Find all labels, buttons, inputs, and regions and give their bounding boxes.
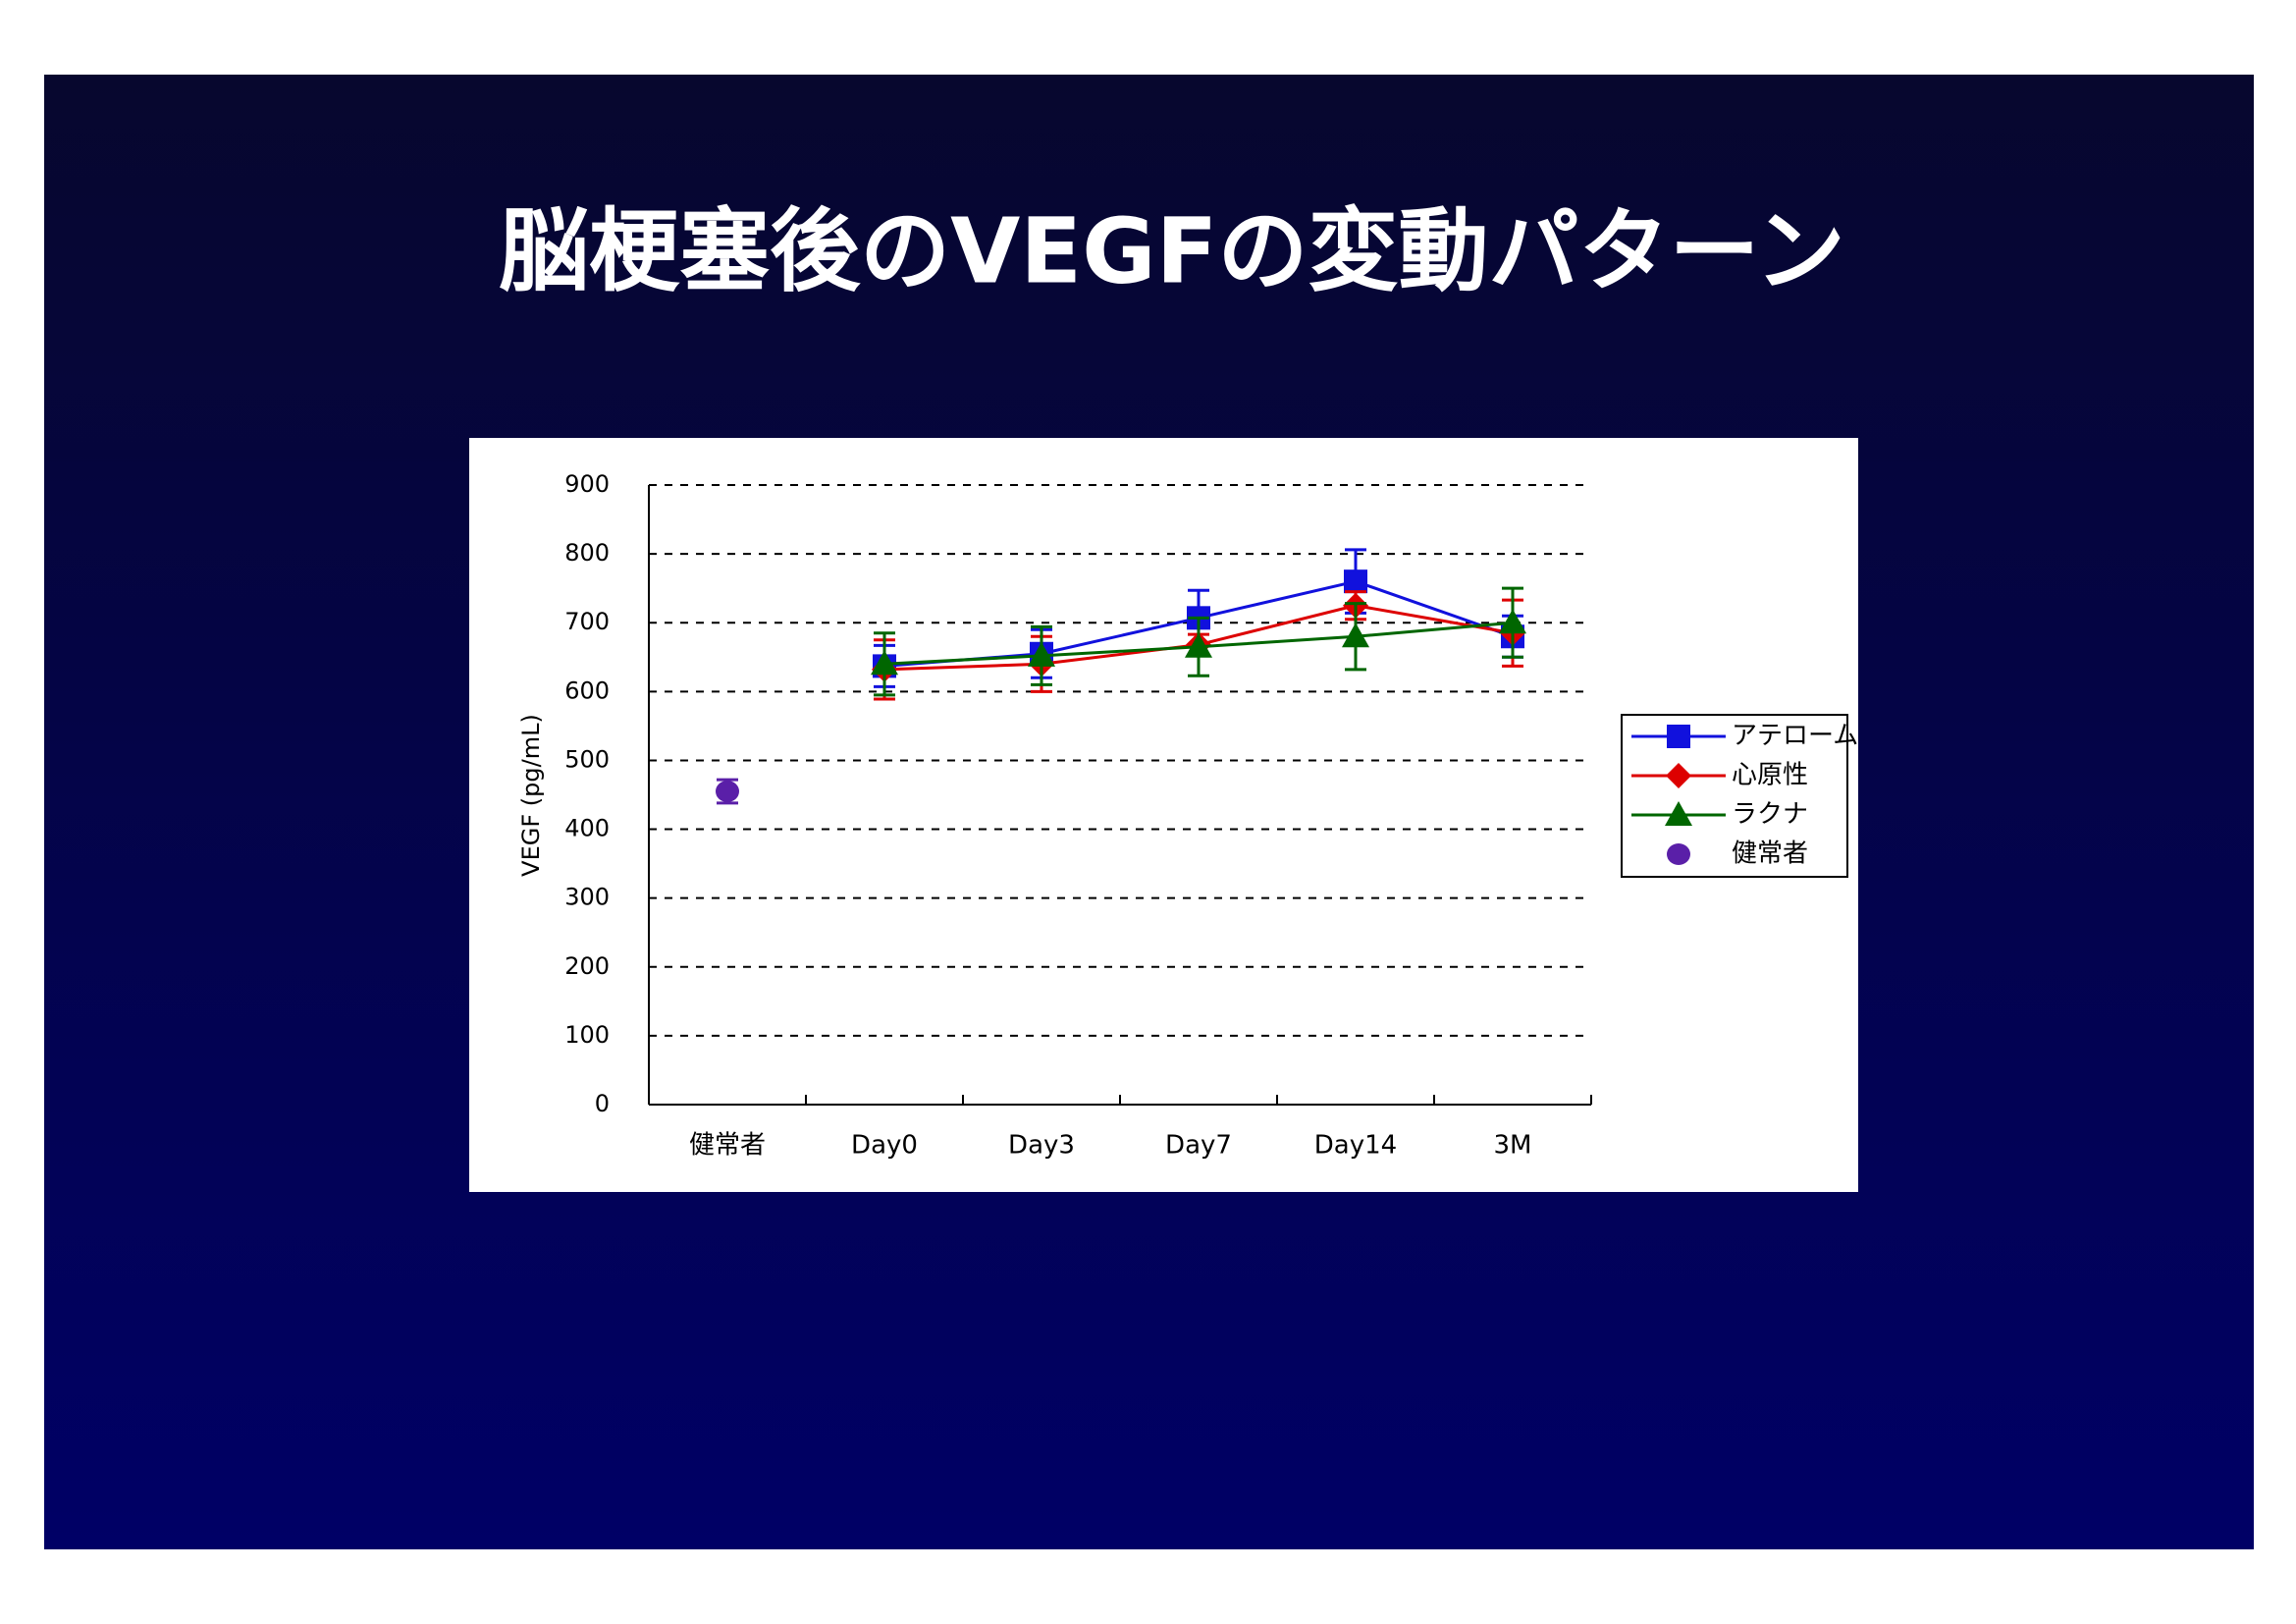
x-tick-label: Day0 [851, 1131, 918, 1161]
y-tick-label: 200 [564, 952, 610, 980]
legend-label: 心原性 [1732, 761, 1808, 790]
x-tick-label: Day3 [1008, 1131, 1075, 1161]
x-tick-label: Day7 [1165, 1131, 1232, 1161]
x-tick-label: 3M [1494, 1131, 1532, 1161]
data-point [871, 650, 898, 676]
y-tick-label: 600 [564, 677, 610, 704]
data-point [1499, 609, 1526, 634]
y-tick-label: 800 [564, 539, 610, 567]
chart-title: 脳梗塞後のVEGFの変動パターン [499, 198, 1845, 303]
data-point [1185, 632, 1212, 658]
y-tick-label: 0 [595, 1090, 610, 1117]
data-point [1342, 623, 1369, 648]
data-point [1028, 641, 1055, 667]
legend-label: アテローム [1732, 722, 1858, 751]
y-tick-label: 900 [564, 470, 610, 498]
data-point [716, 780, 739, 802]
y-tick-label: 700 [564, 608, 610, 635]
x-tick-label: Day14 [1314, 1131, 1397, 1161]
legend-marker [1666, 763, 1691, 788]
y-axis-label: VEGF (pg/mL) [517, 714, 545, 877]
y-tick-label: 300 [564, 884, 610, 911]
x-tick-label: 健常者 [689, 1131, 766, 1161]
legend-label: ラクナ [1732, 800, 1808, 830]
y-tick-label: 100 [564, 1021, 610, 1049]
legend-marker [1667, 725, 1690, 748]
y-tick-label: 500 [564, 745, 610, 773]
data-point [1344, 569, 1367, 594]
legend-box [1621, 714, 1848, 878]
legend-marker [1667, 843, 1690, 865]
legend-marker [1665, 801, 1692, 826]
y-tick-label: 400 [564, 815, 610, 842]
legend-label: 健常者 [1732, 839, 1808, 869]
